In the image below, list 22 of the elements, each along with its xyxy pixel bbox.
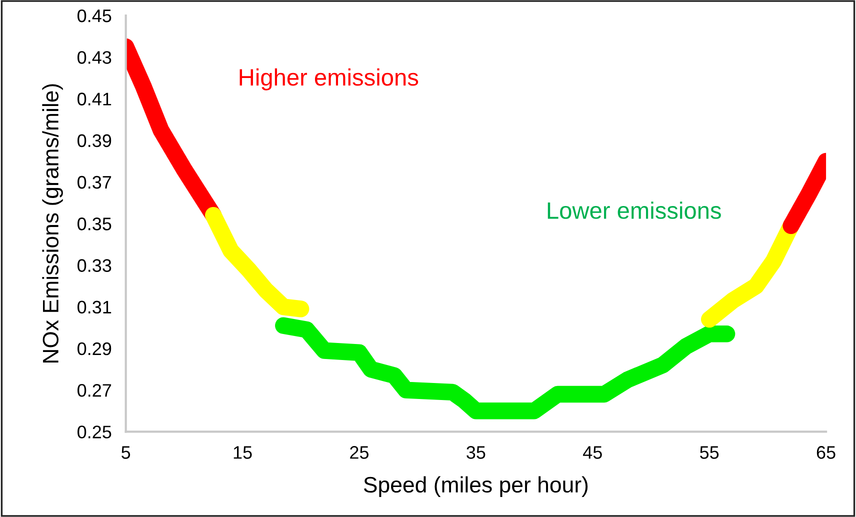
x-tick-label: 25 (350, 446, 369, 459)
y-tick-label: 0.31 (78, 300, 112, 314)
annotation: Lower emissions (548, 202, 721, 219)
x-tick-label: 35 (466, 446, 486, 459)
y-tick-label: 0.33 (78, 259, 112, 272)
x-tick-label: 65 (816, 446, 836, 459)
y-tick-label: 0.41 (78, 92, 112, 106)
y-tick-label: 0.27 (78, 384, 112, 397)
y-tick-label: 0.43 (78, 51, 112, 64)
y-tick-label: 0.35 (78, 218, 112, 230)
x-tick-label: 15 (234, 446, 252, 459)
y-tick-label: 0.29 (78, 342, 112, 356)
annotation: Higher emissions (240, 68, 418, 90)
y-tick-label: 0.39 (78, 134, 112, 148)
x-axis-title: Speed (miles per hour) (364, 476, 588, 498)
y-tick-label: 0.45 (78, 9, 112, 22)
y-axis-title: NOx Emissions (grams/mile) (42, 84, 63, 363)
y-tick-label: 0.25 (78, 426, 112, 438)
x-tick-label: 5 (122, 446, 130, 459)
x-tick-label: 45 (583, 446, 602, 459)
y-tick-label: 0.37 (78, 176, 112, 189)
x-tick-label: 55 (700, 446, 719, 459)
